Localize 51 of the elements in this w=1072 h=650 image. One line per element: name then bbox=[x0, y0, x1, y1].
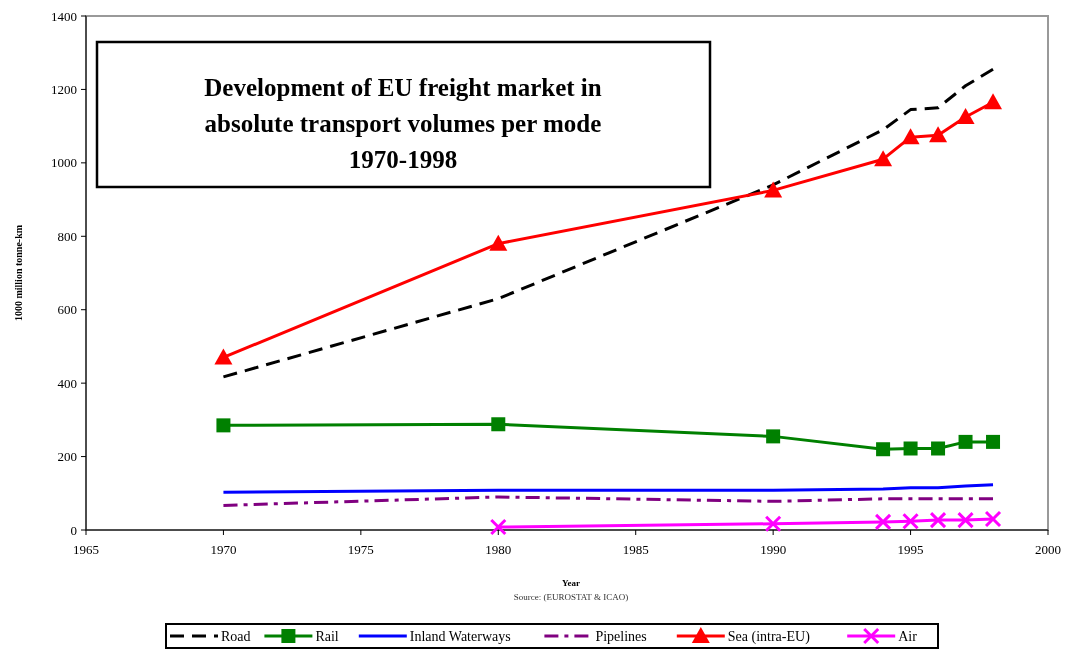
x-tick-label: 2000 bbox=[1035, 542, 1061, 557]
x-tick-label: 1970 bbox=[210, 542, 237, 557]
text: Development of EU freight market in absolute transport volumes per mode 1970-1998 bbox=[204, 74, 602, 173]
point bbox=[956, 107, 975, 124]
point bbox=[489, 518, 507, 536]
source-note: Source: (EUROSTAT & ICAO) bbox=[513, 592, 629, 602]
point bbox=[929, 511, 947, 529]
point bbox=[984, 93, 1003, 110]
point bbox=[901, 128, 920, 145]
point bbox=[903, 441, 918, 456]
point bbox=[491, 417, 506, 432]
y-tick-label: 200 bbox=[57, 449, 77, 465]
line-series bbox=[221, 483, 995, 494]
point bbox=[929, 126, 948, 143]
y-tick-label: 0 bbox=[70, 522, 77, 538]
point bbox=[902, 512, 920, 530]
x-tick-label: 1990 bbox=[760, 542, 787, 557]
point bbox=[489, 234, 508, 251]
legend-label: Pipelines bbox=[595, 628, 647, 644]
y-tick-label: 1400 bbox=[51, 8, 77, 24]
point bbox=[216, 418, 231, 433]
x-tick-label: 1975 bbox=[347, 542, 374, 557]
legend-label: Sea (intra-EU) bbox=[727, 628, 811, 645]
y-tick-label: 600 bbox=[57, 302, 77, 318]
point bbox=[766, 429, 781, 444]
x-tick-label: 1980 bbox=[485, 542, 512, 557]
point bbox=[876, 442, 891, 457]
line-series bbox=[221, 495, 995, 507]
legend-label: Air bbox=[898, 628, 918, 644]
x-tick-label: 1985 bbox=[622, 542, 649, 557]
y-tick-label: 400 bbox=[57, 375, 77, 391]
point bbox=[874, 150, 893, 167]
point bbox=[874, 513, 892, 531]
legend-label: Road bbox=[221, 628, 251, 644]
point bbox=[764, 515, 782, 533]
x-tick-label: 1965 bbox=[73, 542, 99, 557]
point bbox=[984, 510, 1002, 528]
point bbox=[764, 181, 783, 198]
y-axis-title: 1000 million tonne-km bbox=[13, 224, 24, 322]
y-tick-label: 1000 bbox=[51, 155, 77, 171]
legend-label: Rail bbox=[315, 628, 339, 644]
point bbox=[957, 511, 975, 529]
point bbox=[958, 434, 973, 449]
x-tick-label: 1995 bbox=[897, 542, 924, 557]
point bbox=[931, 441, 946, 456]
legend-label: Inland Waterways bbox=[409, 628, 511, 644]
y-tick-label: 800 bbox=[57, 228, 77, 244]
y-tick-label: 1200 bbox=[51, 81, 77, 97]
point bbox=[214, 348, 233, 365]
point bbox=[986, 434, 1001, 449]
x-axis-title: Year bbox=[562, 578, 580, 588]
